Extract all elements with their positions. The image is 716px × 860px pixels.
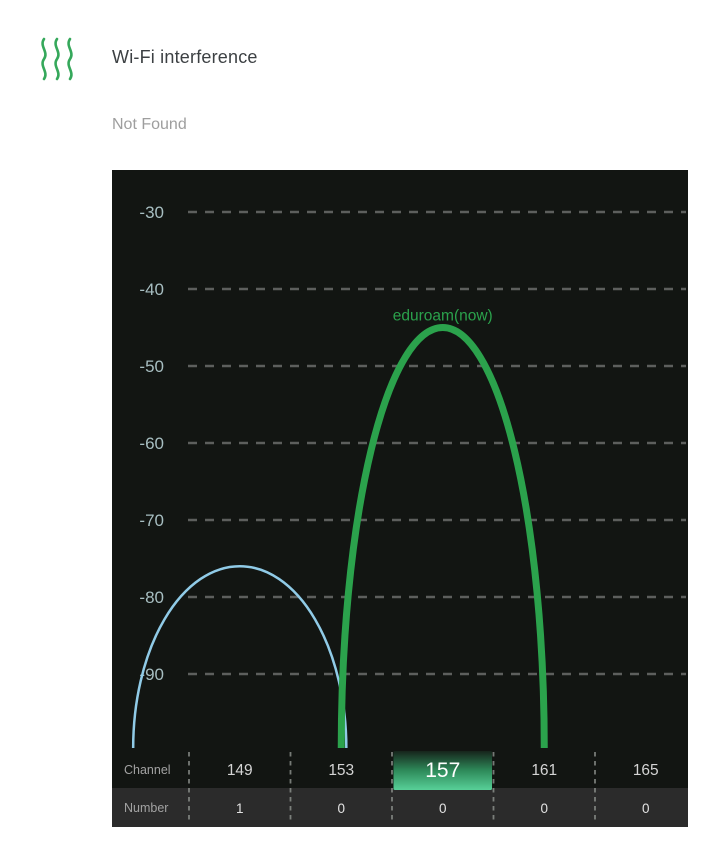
channel-label: 149 — [227, 762, 253, 779]
y-tick-label: -30 — [139, 203, 164, 222]
series-curve-unnamed — [131, 565, 348, 749]
number-row-band — [112, 788, 688, 827]
number-value: 1 — [236, 801, 244, 816]
chart-background — [112, 170, 688, 827]
interference-waves-icon — [38, 36, 78, 82]
interference-chart-svg: -30 -40 -50 -60 -70 -80 -90 eduroam(now) Channel… — [112, 170, 688, 827]
y-tick-label: -40 — [139, 280, 164, 299]
page-title: Wi-Fi interference — [112, 47, 258, 67]
number-row-label: Number — [124, 801, 168, 815]
channel-label: 161 — [531, 762, 557, 779]
channel-label: 153 — [328, 762, 354, 779]
channel-label-selected: 157 — [425, 759, 460, 782]
selected-channel-cell — [393, 751, 492, 790]
y-tick-label: -80 — [139, 588, 164, 607]
y-tick-label: -60 — [139, 434, 164, 453]
y-tick-label: -70 — [139, 511, 164, 530]
interference-chart: -30 -40 -50 -60 -70 -80 -90 eduroam(now) Channel… — [112, 170, 688, 827]
number-value: 0 — [337, 801, 345, 816]
number-value: 0 — [540, 801, 548, 816]
channel-label: 165 — [633, 762, 659, 779]
series-curve-eduroam(now) — [337, 324, 548, 749]
y-tick-label: -90 — [139, 665, 164, 684]
series-label: eduroam(now) — [393, 308, 493, 325]
number-value: 0 — [439, 801, 447, 816]
y-tick-label: -50 — [139, 357, 164, 376]
number-value: 0 — [642, 801, 650, 816]
channel-row-label: Channel — [124, 763, 171, 777]
status-text: Not Found — [112, 116, 187, 133]
